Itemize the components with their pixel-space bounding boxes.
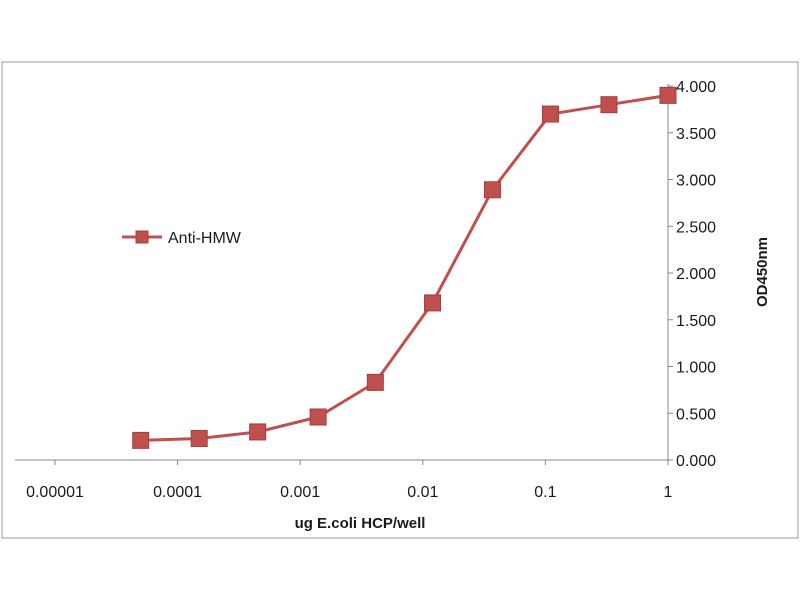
axes: 0.00001 0.0001 0.001 0.01 0.1 1 0.000 0.500 1.0…	[15, 79, 716, 501]
data-point-marker	[659, 86, 677, 104]
x-tick-label: 0.0001	[153, 484, 202, 501]
data-point-marker	[132, 431, 150, 449]
data-point-marker	[600, 96, 618, 114]
data-point-marker	[541, 105, 559, 123]
y-tick-label: 2.000	[676, 266, 716, 283]
y-axis-ticks: 0.000 0.500 1.000 1.500 2.000 2.500 3.000 3.500…	[668, 79, 716, 470]
data-point-marker	[249, 423, 267, 441]
data-point-marker	[366, 373, 384, 391]
x-axis-ticks: 0.00001 0.0001 0.001 0.01 0.1 1	[26, 460, 673, 501]
y-tick-label: 3.000	[676, 173, 716, 190]
data-point-marker	[483, 181, 501, 199]
y-tick-label: 1.000	[676, 360, 716, 377]
x-tick-label: 0.1	[534, 484, 556, 501]
legend: Anti-HMW	[122, 230, 242, 247]
x-tick-label: 0.00001	[26, 484, 84, 501]
legend-label: Anti-HMW	[168, 230, 242, 247]
y-tick-label: 2.500	[676, 219, 716, 236]
data-point-marker	[190, 429, 208, 447]
legend-marker	[135, 230, 149, 244]
chart-area-border	[1, 61, 799, 539]
x-axis-title: ug E.coli HCP/well	[295, 515, 426, 532]
series-line	[140, 93, 669, 442]
y-tick-label: 3.500	[676, 126, 716, 143]
data-point-marker	[309, 408, 327, 426]
x-tick-label: 0.001	[280, 484, 320, 501]
y-axis-title: OD450nm	[754, 237, 771, 307]
x-tick-label: 1	[664, 484, 673, 501]
x-tick-label: 0.01	[407, 484, 438, 501]
y-tick-label: 4.000	[676, 79, 716, 96]
y-tick-label: 1.500	[676, 313, 716, 330]
y-tick-label: 0.000	[676, 453, 716, 470]
series-layer	[132, 86, 677, 449]
y-tick-label: 0.500	[676, 406, 716, 423]
data-point-marker	[424, 294, 442, 312]
